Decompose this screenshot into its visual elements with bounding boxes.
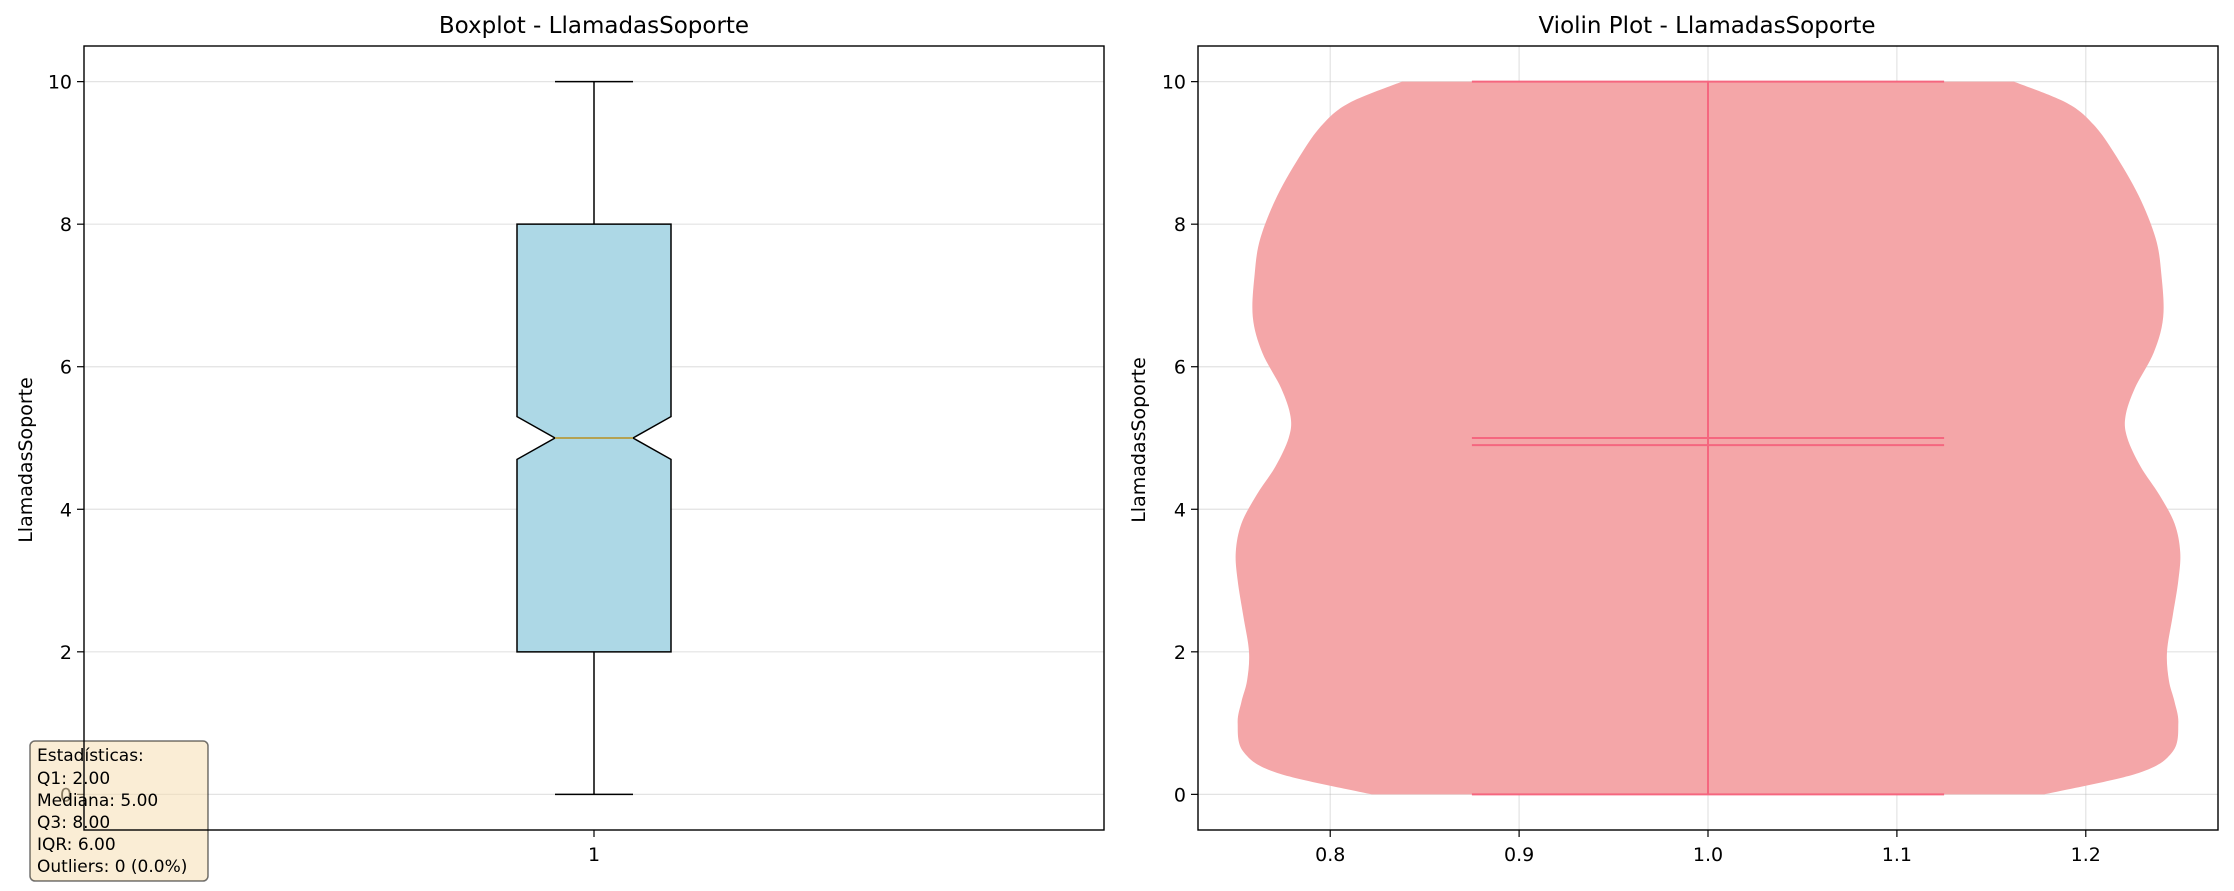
stats-line: Outliers: 0 (0.0%) <box>37 857 187 877</box>
violin-panel: Violin Plot - LlamadasSoporte LlamadasSo… <box>1128 13 2219 866</box>
y-tick-label: 0 <box>1174 784 1186 806</box>
y-tick-label: 10 <box>1162 72 1186 94</box>
y-tick-label: 2 <box>60 642 72 664</box>
boxplot-axes-frame <box>83 45 1105 831</box>
boxplot-panel: Boxplot - LlamadasSoporte LlamadasSoport… <box>15 13 1105 882</box>
x-tick-label: 1.0 <box>1693 844 1723 866</box>
y-tick-label: 4 <box>1174 499 1186 521</box>
x-tick-label: 0.8 <box>1315 844 1345 866</box>
stats-line: IQR: 6.00 <box>37 835 116 855</box>
stats-line: Q3: 8.00 <box>37 813 110 833</box>
violin-ylabel: LlamadasSoporte <box>1128 357 1150 523</box>
y-tick-label: 4 <box>60 499 72 521</box>
x-tick-label: 0.9 <box>1504 844 1534 866</box>
boxplot-title: Boxplot - LlamadasSoporte <box>439 13 749 39</box>
y-tick-label: 8 <box>60 214 72 236</box>
y-tick-label: 8 <box>1174 214 1186 236</box>
boxplot-ylabel: LlamadasSoporte <box>15 377 37 543</box>
stats-line: Q1: 2.00 <box>37 769 110 789</box>
y-tick-label: 10 <box>48 72 72 94</box>
stats-box: Estadísticas: Q1: 2.00 Mediana: 5.00 Q3:… <box>29 740 209 882</box>
stats-line: Estadísticas: <box>37 746 144 766</box>
y-tick-label: 6 <box>60 357 72 379</box>
violin-title: Violin Plot - LlamadasSoporte <box>1538 13 1875 39</box>
stats-line: Mediana: 5.00 <box>37 791 158 811</box>
x-tick-label: 1.1 <box>1882 844 1912 866</box>
violin-axes-frame <box>1197 45 2219 831</box>
y-tick-label: 6 <box>1174 357 1186 379</box>
x-tick-label: 1 <box>588 844 600 866</box>
x-tick-label: 1.2 <box>2071 844 2101 866</box>
y-tick-label: 2 <box>1174 642 1186 664</box>
